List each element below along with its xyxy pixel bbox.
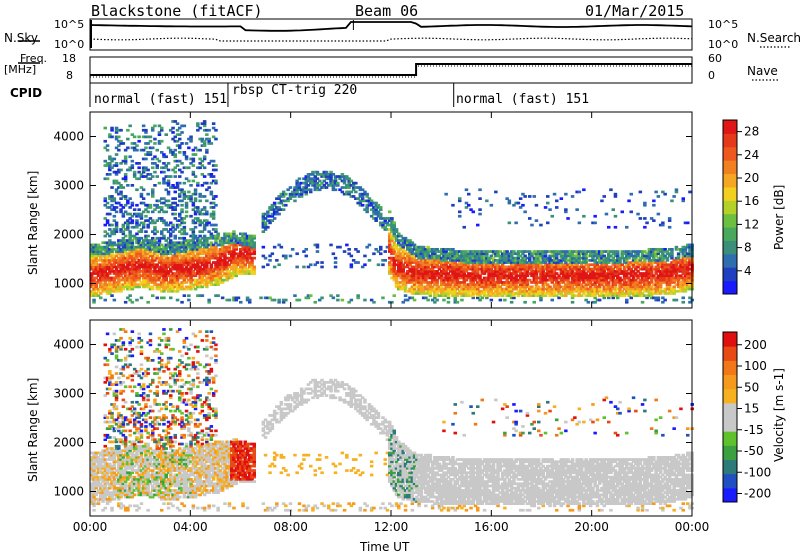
nsearch-label: N.Search xyxy=(747,31,800,45)
power-colorbar-cell-4 xyxy=(723,227,737,241)
nave-tick-bottom: 0 xyxy=(708,69,715,82)
velocity-colorbar-label-2: 50 xyxy=(744,380,759,394)
velocity-colorbar-frame xyxy=(722,331,738,503)
power-colorbar-frame xyxy=(722,119,738,295)
velocity-heatmap-cells xyxy=(90,328,694,512)
power-colorbar-cell-5 xyxy=(723,213,737,228)
power-colorbar-label-0: 4 xyxy=(744,264,752,278)
velocity-colorbar-cell-2 xyxy=(723,459,737,475)
nsearch-tick-top: 10^5 xyxy=(708,18,739,31)
freq-unit-label: [MHz] xyxy=(4,63,37,76)
power-ytick-label-1: 2000 xyxy=(53,228,84,242)
power-colorbar-cell-3 xyxy=(723,240,737,255)
date-title: 01/Mar/2015 xyxy=(585,2,685,20)
velocity-colorbar-cell-3 xyxy=(723,445,737,460)
xtick-label-0: 00:00 xyxy=(73,520,108,534)
x-axis-label: Time UT xyxy=(360,540,410,554)
velocity-colorbar-label-5: -50 xyxy=(744,444,764,458)
velocity-ytick-label-2: 3000 xyxy=(53,387,84,401)
nsky-panel-frame xyxy=(89,18,693,51)
xtick-label-6: 00:00 xyxy=(675,520,710,534)
nsky-tick-bottom: 10^0 xyxy=(54,38,85,51)
power-colorbar-label-6: 28 xyxy=(744,125,759,139)
power-colorbar-label-5: 24 xyxy=(744,148,759,162)
velocity-colorbar-label-0: 200 xyxy=(744,338,767,352)
nsky-series-line xyxy=(89,21,693,32)
power-ytick-label-3: 4000 xyxy=(53,130,84,144)
cpid-segment-label-1: normal (fast) 151 xyxy=(94,92,228,107)
power-colorbar-label-1: 8 xyxy=(744,241,752,255)
velocity-colorbar-cell-7 xyxy=(723,388,737,404)
station-title: Blackstone (fitACF) xyxy=(91,2,263,20)
freq-label: Freq. xyxy=(20,52,48,65)
cpid-label: CPID xyxy=(10,86,43,100)
power-colorbar-label-4: 20 xyxy=(744,171,759,185)
power-colorbar-label-3: 16 xyxy=(744,194,759,208)
velocity-ytick-label-1: 2000 xyxy=(53,436,84,450)
power-colorbar-cell-11 xyxy=(723,133,737,148)
nsky-tick-top: 10^5 xyxy=(54,18,85,31)
velocity-colorbar-cell-8 xyxy=(723,374,737,390)
velocity-colorbar-cell-5 xyxy=(723,417,737,432)
power-heatmap-cells xyxy=(90,120,694,304)
power-ytick-label-0: 1000 xyxy=(53,277,84,291)
cpid-segment-label-3: normal (fast) 151 xyxy=(456,92,590,107)
power-colorbar-cell-7 xyxy=(723,186,737,201)
nsearch-tick-bottom: 10^0 xyxy=(708,38,739,51)
cpid-segment-label-2: rbsp CT-trig 220 xyxy=(232,83,358,98)
velocity-ytick-label-3: 4000 xyxy=(53,338,84,352)
xtick-label-3: 12:00 xyxy=(374,520,409,534)
power-colorbar-cell-0 xyxy=(723,280,737,295)
power-colorbar-cell-12 xyxy=(723,120,737,134)
power-colorbar-cell-9 xyxy=(723,160,737,175)
power-colorbar-cell-2 xyxy=(723,253,737,268)
velocity-colorbar-label-1: 100 xyxy=(744,359,767,373)
velocity-ytick-label-0: 1000 xyxy=(53,485,84,499)
nsearch-series-line xyxy=(89,37,693,42)
velocity-colorbar-label-4: -15 xyxy=(744,423,764,437)
power-colorbar-label-2: 12 xyxy=(744,217,759,231)
velocity-colorbar-cell-4 xyxy=(723,431,737,446)
velocity-colorbar-cell-6 xyxy=(723,402,737,418)
velocity-colorbar-cell-0 xyxy=(723,487,737,503)
xtick-label-2: 08:00 xyxy=(273,520,308,534)
velocity-colorbar-cell-10 xyxy=(723,346,737,361)
power-colorbar-cell-6 xyxy=(723,200,737,215)
nave-label: Nave xyxy=(747,64,778,78)
velocity-colorbar-cell-11 xyxy=(723,332,737,347)
nave-tick-top: 60 xyxy=(708,52,722,65)
freq-tick-top: 18 xyxy=(62,52,76,65)
power-ytick-label-2: 3000 xyxy=(53,179,84,193)
velocity-colorbar-label-6: -100 xyxy=(744,465,771,479)
power-colorbar-cell-1 xyxy=(723,267,737,282)
freq-tick-bottom: 8 xyxy=(66,69,73,82)
xtick-label-4: 16:00 xyxy=(474,520,509,534)
velocity-colorbar-label-7: -200 xyxy=(744,487,771,501)
freq-panel-frame xyxy=(89,56,693,84)
power-colorbar-cell-10 xyxy=(723,146,737,161)
xtick-label-1: 04:00 xyxy=(173,520,208,534)
velocity-colorbar-cell-1 xyxy=(723,473,737,489)
beam-title: Beam 06 xyxy=(355,2,419,20)
velocity-colorbar-label-3: 15 xyxy=(744,402,759,416)
xtick-label-5: 20:00 xyxy=(574,520,609,534)
velocity-colorbar-cell-9 xyxy=(723,360,737,375)
power-colorbar-cell-8 xyxy=(723,173,737,188)
